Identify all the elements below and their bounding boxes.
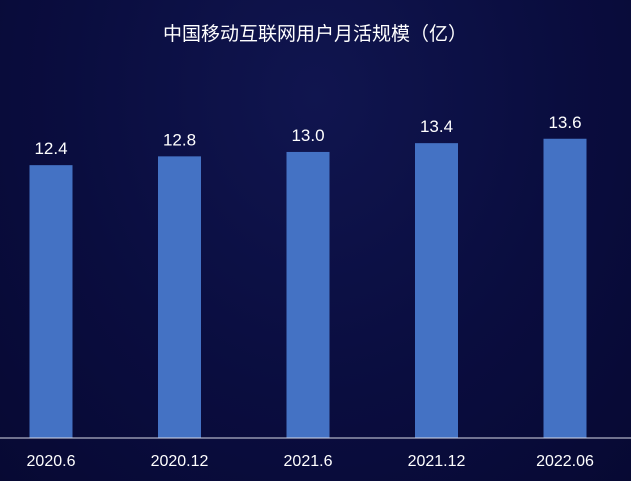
chart-title: 中国移动互联网用户月活规模（亿） (163, 23, 467, 45)
value-label-2021.6: 13.0 (291, 126, 324, 145)
x-tick-label-2020.12: 2020.12 (151, 453, 209, 470)
bars-layer (29, 138, 587, 438)
bar-2020.12 (158, 156, 201, 438)
bar-2020.6 (29, 165, 73, 438)
value-label-2021.12: 13.4 (420, 117, 453, 136)
bar-2022.06 (543, 138, 587, 438)
value-label-2022.06: 13.6 (548, 113, 581, 132)
x-tick-label-2021.12: 2021.12 (408, 453, 466, 470)
bar-2021.12 (415, 143, 458, 438)
x-tick-label-2022.06: 2022.06 (536, 453, 594, 470)
bar-2021.6 (286, 151, 330, 438)
x-tick-label-2021.6: 2021.6 (284, 453, 333, 470)
value-labels-layer: 12.4 12.8 13.0 13.4 13.6 (34, 113, 581, 158)
x-tick-labels-layer: 2020.6 2020.12 2021.6 2021.12 2022.06 (27, 453, 594, 470)
value-label-2020.6: 12.4 (34, 139, 67, 158)
value-label-2020.12: 12.8 (163, 130, 196, 149)
x-tick-label-2020.6: 2020.6 (27, 453, 76, 470)
